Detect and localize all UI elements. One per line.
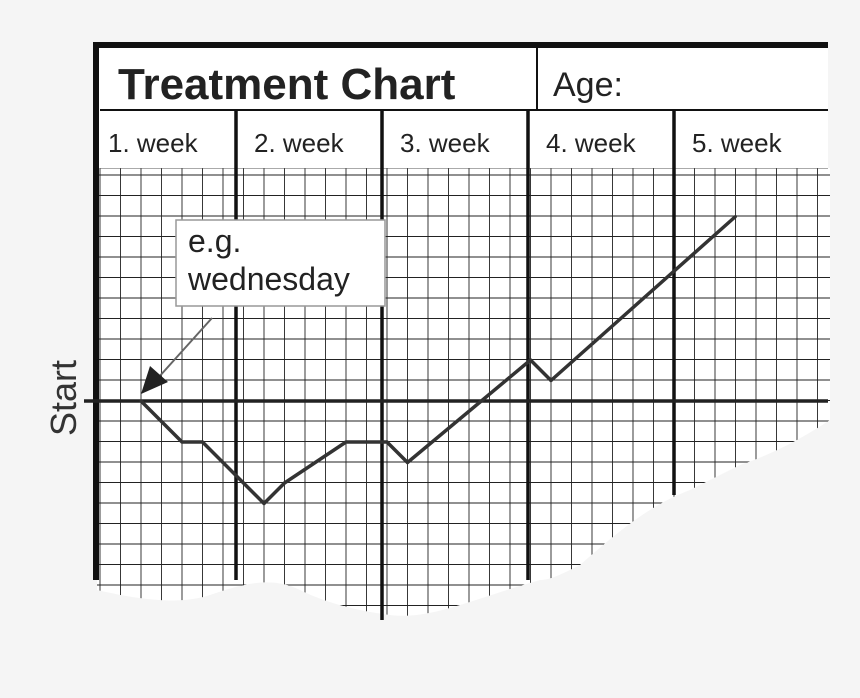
data-point	[529, 358, 532, 362]
week-label: 1. week	[108, 128, 199, 158]
callout: e.g. wednesday	[141, 219, 386, 394]
age-label: Age:	[553, 66, 623, 104]
week-labels: 1. week 2. week 3. week 4. week 5. week	[108, 128, 783, 158]
week-label: 3. week	[400, 128, 491, 158]
callout-line1: e.g.	[188, 223, 241, 259]
callout-line2: wednesday	[187, 261, 350, 297]
callout-box	[175, 219, 386, 307]
data-point	[344, 440, 348, 444]
data-points	[139, 215, 737, 505]
data-point	[283, 481, 286, 485]
data-point	[201, 440, 204, 444]
data-point	[385, 440, 389, 444]
callout-arrow-line	[157, 317, 213, 379]
chart-sheet	[97, 45, 830, 616]
data-point	[139, 399, 143, 403]
callout-arrowhead	[141, 366, 168, 394]
week-label: 4. week	[546, 128, 637, 158]
header	[95, 42, 828, 111]
week-label: 2. week	[254, 128, 345, 158]
data-point	[262, 502, 266, 505]
data-point	[549, 379, 553, 382]
data-point	[734, 215, 737, 218]
start-label: Start	[43, 360, 84, 436]
data-point	[180, 440, 184, 444]
week-label: 5. week	[692, 128, 783, 158]
data-point	[406, 461, 409, 464]
week-dividers	[234, 110, 676, 620]
chart-title: Treatment Chart	[118, 60, 456, 109]
